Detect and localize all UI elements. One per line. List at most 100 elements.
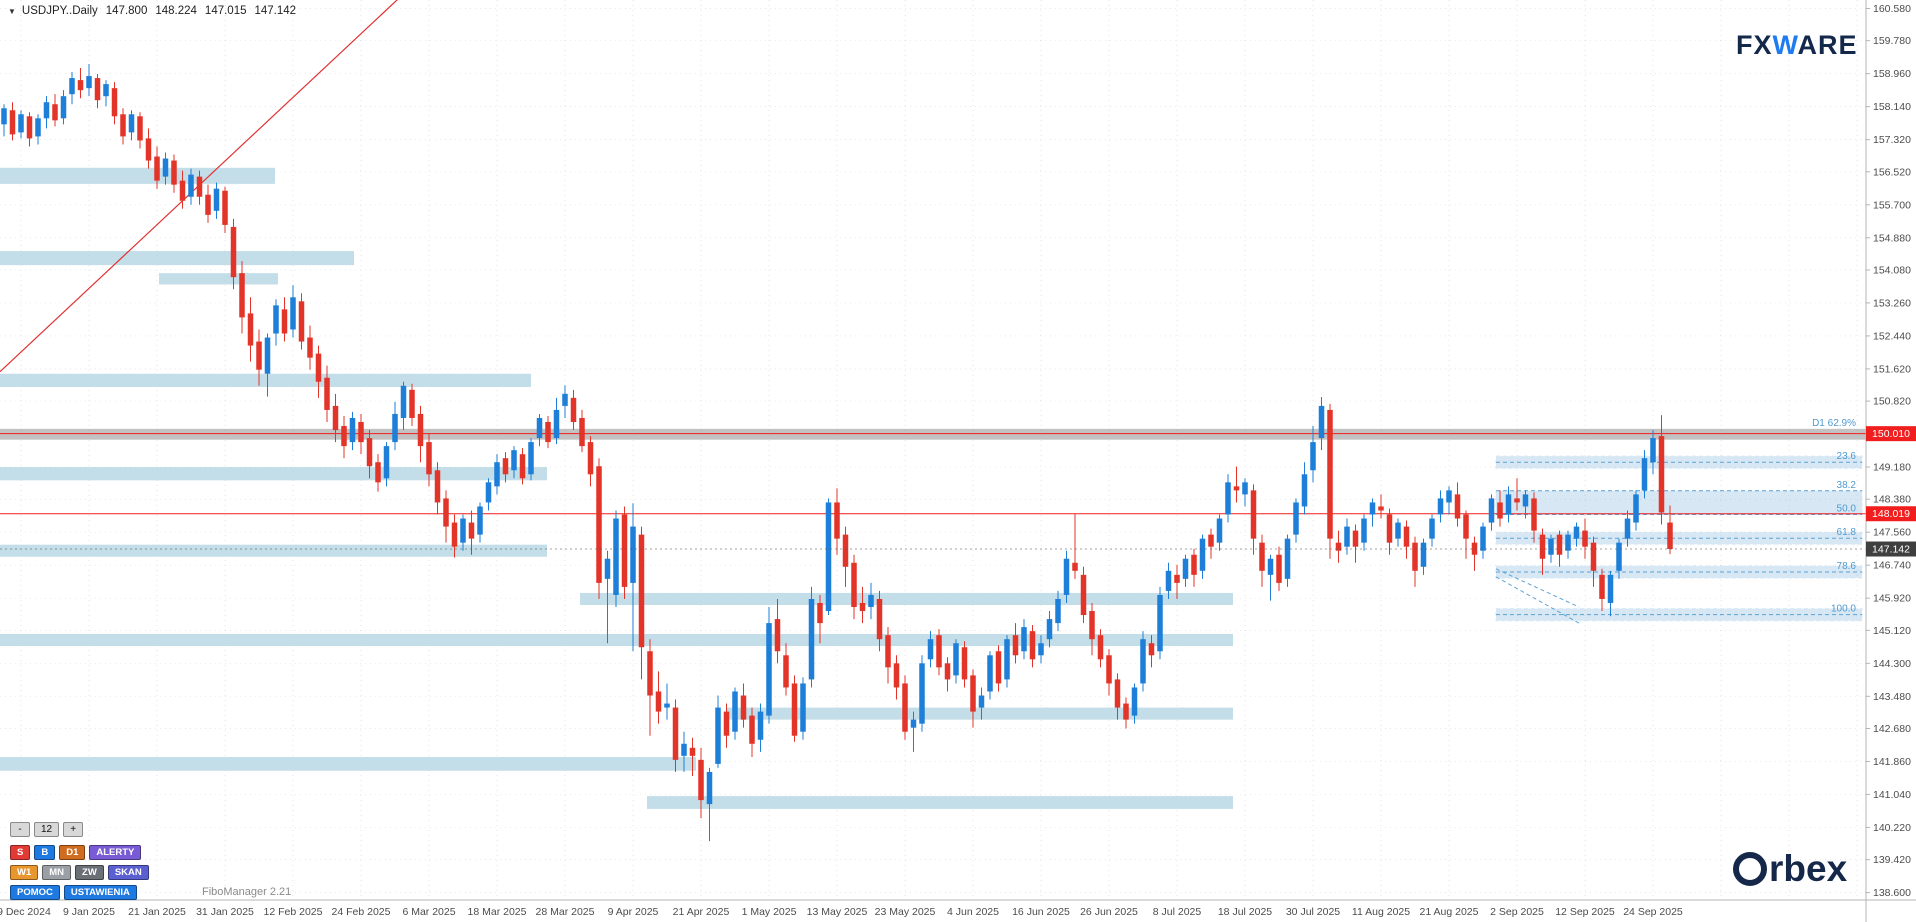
ohlc-close: 147.142	[254, 5, 297, 17]
price-tick-label: 152.440	[1873, 330, 1911, 342]
ohlc-open: 147.800	[105, 5, 148, 17]
price-tick-label: 139.420	[1873, 854, 1911, 866]
fxware-logo-fx: FX	[1736, 30, 1773, 60]
price-tick-label: 154.080	[1873, 264, 1911, 276]
date-tick-label: 2 Sep 2025	[1490, 906, 1544, 918]
orbex-logo: rbex	[1733, 850, 1847, 887]
fib-level-label: 100.0	[1831, 604, 1856, 615]
d1-level-band	[0, 428, 1866, 440]
date-tick-label: 21 Aug 2025	[1420, 906, 1479, 918]
price-tick-label: 158.960	[1873, 68, 1911, 80]
price-tick-label: 159.780	[1873, 35, 1911, 47]
trendline[interactable]	[0, 0, 470, 373]
date-tick-label: 6 Mar 2025	[402, 906, 455, 918]
price-tick-label: 153.260	[1873, 297, 1911, 309]
price-tick-label: 138.600	[1873, 887, 1911, 899]
panel-row: -12 +	[10, 822, 149, 837]
fxware-logo-w: W	[1772, 30, 1798, 60]
fib-level-label: 61.8	[1837, 527, 1857, 538]
date-tick-label: 28 Mar 2025	[536, 906, 595, 918]
date-tick-label: 4 Jun 2025	[947, 906, 999, 918]
d1-percentage-label: D1 62.9%	[1812, 418, 1856, 429]
date-tick-label: 29 Dec 2024	[0, 906, 51, 918]
price-tick-label: 141.040	[1873, 789, 1911, 801]
price-tick-label: 150.820	[1873, 396, 1911, 408]
price-badge: 147.142	[1872, 544, 1910, 556]
fibonacci-retracement[interactable]: 23.6 38.2 50.0 61.8 78.6 100.0 D1 62.9%	[1495, 418, 1863, 624]
sell-button[interactable]: S	[10, 845, 31, 860]
price-tick-label: 143.480	[1873, 691, 1911, 703]
panel-row: W1 MN ZW SKAN	[10, 865, 149, 880]
price-tick-label: 158.140	[1873, 101, 1911, 113]
date-tick-label: 8 Jul 2025	[1153, 906, 1202, 918]
date-tick-label: 18 Mar 2025	[468, 906, 527, 918]
price-tick-label: 144.300	[1873, 658, 1911, 670]
fxware-logo: FXWARE	[1736, 30, 1858, 61]
fibomanager-version: FiboManager 2.21	[202, 886, 292, 898]
panel-row: POMOC USTAWIENIA	[10, 885, 149, 900]
orbex-ring-icon	[1733, 851, 1767, 886]
date-tick-label: 1 May 2025	[742, 906, 797, 918]
orbex-logo-text: rbex	[1769, 848, 1848, 889]
date-tick-label: 9 Jan 2025	[63, 906, 115, 918]
fib-level-label: 23.6	[1837, 451, 1857, 462]
date-tick-label: 21 Apr 2025	[673, 906, 730, 918]
price-axis[interactable]: 160.580 159.780 158.960 158.140 157.320 156.5…	[1865, 0, 1916, 922]
price-tick-label: 145.920	[1873, 593, 1911, 605]
price-tick-label: 140.220	[1873, 822, 1911, 834]
timeframe-d1-button[interactable]: D1	[59, 845, 86, 860]
horizontal-price-lines[interactable]	[0, 433, 1866, 515]
help-button[interactable]: POMOC	[10, 885, 60, 900]
price-tick-label: 157.320	[1873, 134, 1911, 146]
price-tick-label: 146.740	[1873, 560, 1911, 572]
close-trade-button[interactable]: ZW	[75, 865, 104, 880]
price-tick-label: 141.860	[1873, 756, 1911, 768]
price-badge: 148.019	[1872, 508, 1910, 520]
time-axis[interactable]: 29 Dec 2024 9 Jan 2025 21 Jan 2025 31 Jan 2…	[0, 899, 1916, 918]
price-badge: 150.010	[1872, 428, 1910, 440]
symbol-marker-icon: ▼	[8, 6, 16, 16]
date-tick-label: 24 Feb 2025	[332, 906, 391, 918]
fibomanager-panel: -12 + S B D1 ALERTY W1 MN ZW SKAN POMOC USTAWIENIA	[10, 822, 149, 905]
symbol-timeframe-label: USDJPY..Daily	[21, 5, 98, 17]
candles-layer	[1, 64, 1673, 842]
price-tick-label: 149.180	[1873, 462, 1911, 474]
date-tick-label: 31 Jan 2025	[196, 906, 254, 918]
timeframe-mn-button[interactable]: MN	[42, 865, 72, 880]
price-tick-label: 156.520	[1873, 166, 1911, 178]
date-tick-label: 30 Jul 2025	[1286, 906, 1340, 918]
buy-button[interactable]: B	[34, 845, 56, 860]
price-tick-label: 147.560	[1873, 527, 1911, 539]
price-tick-label: 154.880	[1873, 232, 1911, 244]
timeframe-w1-button[interactable]: W1	[10, 865, 39, 880]
price-tick-label: 151.620	[1873, 363, 1911, 375]
price-tick-label: 148.380	[1873, 494, 1911, 506]
price-tick-label: 142.680	[1873, 723, 1911, 735]
date-tick-label: 16 Jun 2025	[1012, 906, 1070, 918]
fxware-logo-are: ARE	[1797, 30, 1858, 60]
zoom-in-button[interactable]: +	[63, 822, 84, 837]
ohlc-low: 147.015	[204, 5, 247, 17]
fib-level-label: 78.6	[1837, 561, 1857, 572]
date-tick-label: 9 Apr 2025	[608, 906, 659, 918]
scan-button[interactable]: SKAN	[107, 865, 149, 880]
fib-level-label: 38.2	[1837, 480, 1857, 491]
bar-count-value[interactable]: 12	[34, 822, 60, 837]
zoom-out-button[interactable]: -	[10, 822, 30, 837]
date-tick-label: 24 Sep 2025	[1623, 906, 1683, 918]
date-tick-label: 18 Jul 2025	[1218, 906, 1272, 918]
alerts-button[interactable]: ALERTY	[89, 845, 142, 860]
date-tick-label: 21 Jan 2025	[128, 906, 186, 918]
date-tick-label: 23 May 2025	[875, 906, 936, 918]
panel-row: S B D1 ALERTY	[10, 845, 149, 860]
date-tick-label: 13 May 2025	[807, 906, 868, 918]
symbol-info: ▼ USDJPY..Daily 147.800 148.224 147.015 …	[8, 5, 296, 17]
settings-button[interactable]: USTAWIENIA	[63, 885, 137, 900]
date-tick-label: 26 Jun 2025	[1080, 906, 1138, 918]
price-tick-label: 145.120	[1873, 625, 1911, 637]
supply-demand-zones	[0, 167, 1233, 809]
date-tick-label: 12 Sep 2025	[1555, 906, 1615, 918]
fib-level-label: 50.0	[1837, 504, 1857, 515]
